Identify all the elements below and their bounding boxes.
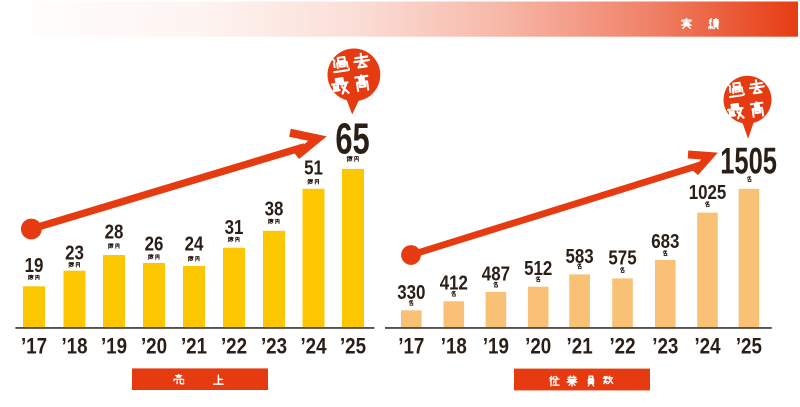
svg-text:330: 330: [397, 281, 425, 304]
svg-text:’23: ’23: [261, 334, 287, 359]
svg-text:’18: ’18: [441, 334, 467, 359]
svg-text:’18: ’18: [61, 334, 87, 359]
svg-text:51: 51: [304, 156, 323, 179]
svg-text:’20: ’20: [141, 334, 167, 359]
svg-text:’25: ’25: [736, 334, 762, 359]
svg-text:’25: ’25: [340, 334, 366, 359]
svg-text:583: 583: [565, 244, 593, 267]
svg-text:’24: ’24: [300, 334, 327, 359]
svg-text:1025: 1025: [689, 181, 727, 204]
svg-text:1505: 1505: [720, 140, 777, 182]
svg-text:683: 683: [651, 230, 679, 253]
svg-text:’22: ’22: [609, 334, 635, 359]
svg-text:23: 23: [65, 241, 84, 264]
svg-text:412: 412: [440, 271, 468, 294]
svg-text:’19: ’19: [483, 334, 509, 359]
svg-text:’21: ’21: [181, 334, 207, 359]
svg-text:65: 65: [335, 116, 369, 164]
svg-text:28: 28: [105, 220, 124, 243]
svg-text:26: 26: [145, 232, 164, 255]
svg-text:38: 38: [265, 197, 284, 220]
svg-text:512: 512: [524, 257, 552, 280]
svg-text:’22: ’22: [221, 334, 247, 359]
svg-text:’19: ’19: [101, 334, 127, 359]
svg-text:’17: ’17: [21, 334, 47, 359]
svg-text:31: 31: [225, 216, 244, 239]
svg-text:’21: ’21: [567, 334, 593, 359]
svg-text:19: 19: [25, 254, 44, 277]
svg-text:24: 24: [185, 232, 204, 255]
svg-text:’20: ’20: [525, 334, 551, 359]
svg-text:575: 575: [608, 246, 636, 269]
svg-text:487: 487: [482, 262, 510, 285]
svg-text:’17: ’17: [398, 334, 424, 359]
svg-text:’24: ’24: [694, 334, 721, 359]
svg-text:’23: ’23: [652, 334, 678, 359]
